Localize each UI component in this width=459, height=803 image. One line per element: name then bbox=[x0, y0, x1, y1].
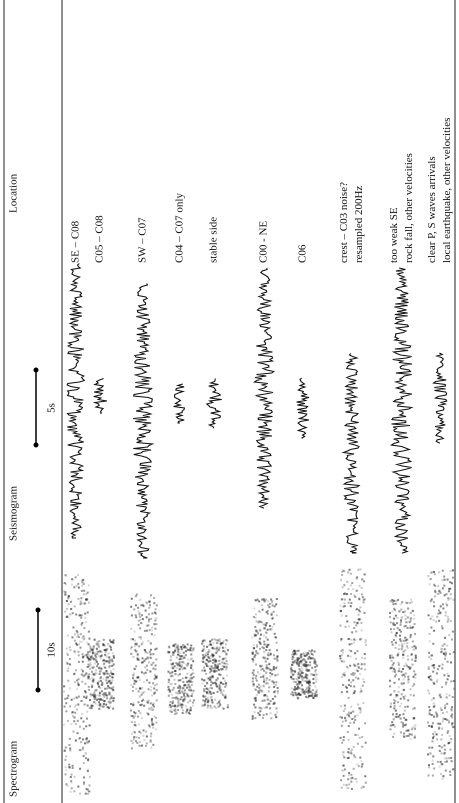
seismogram bbox=[92, 377, 107, 414]
seismogram bbox=[252, 267, 275, 509]
spectrogram bbox=[427, 569, 455, 780]
column-header: Location bbox=[8, 173, 20, 213]
spectrogram bbox=[339, 568, 367, 790]
location-label: too weak SE bbox=[388, 207, 400, 263]
location-label: C05 – C08 bbox=[94, 215, 106, 263]
location-label: SW – C07 bbox=[137, 217, 149, 263]
spectrogram bbox=[87, 638, 115, 710]
spectrogram bbox=[130, 593, 158, 750]
location-label: clear P, S waves arrivals bbox=[426, 156, 438, 263]
location-label: C04 – C07 only bbox=[174, 193, 186, 263]
seismogram bbox=[66, 263, 86, 539]
seismogram-scale-bar bbox=[33, 367, 39, 448]
spectrogram bbox=[251, 598, 279, 720]
location-label: rock fall, other velocities bbox=[403, 153, 415, 263]
seismogram bbox=[296, 377, 310, 439]
location-label: local earthquake, other velocities bbox=[441, 118, 453, 263]
spectrogram bbox=[201, 638, 229, 710]
spectrogram bbox=[63, 573, 91, 795]
seismogram bbox=[432, 352, 448, 444]
seismogram bbox=[341, 353, 361, 554]
seismogram bbox=[389, 267, 414, 554]
location-label: C06 bbox=[297, 244, 309, 263]
spectrogram bbox=[389, 598, 417, 740]
spectrogram bbox=[167, 643, 195, 715]
column-header: Seismogram bbox=[8, 486, 20, 541]
location-label: resampled 200Hz bbox=[353, 186, 365, 263]
seismogram bbox=[205, 378, 222, 429]
scale-label: 10s bbox=[46, 642, 58, 657]
location-label: crest – C03 noise? bbox=[338, 182, 350, 263]
spectrogram bbox=[290, 649, 318, 700]
seismogram bbox=[133, 283, 155, 559]
location-label: stable side bbox=[208, 217, 220, 263]
location-label: C00 - NE bbox=[258, 221, 270, 263]
spectrogram-scale-bar bbox=[35, 607, 41, 693]
seismogram bbox=[173, 383, 186, 424]
scale-label: 5s bbox=[46, 403, 58, 413]
location-label: SE – C08 bbox=[70, 220, 82, 263]
column-header: Spectrogram bbox=[8, 740, 20, 797]
